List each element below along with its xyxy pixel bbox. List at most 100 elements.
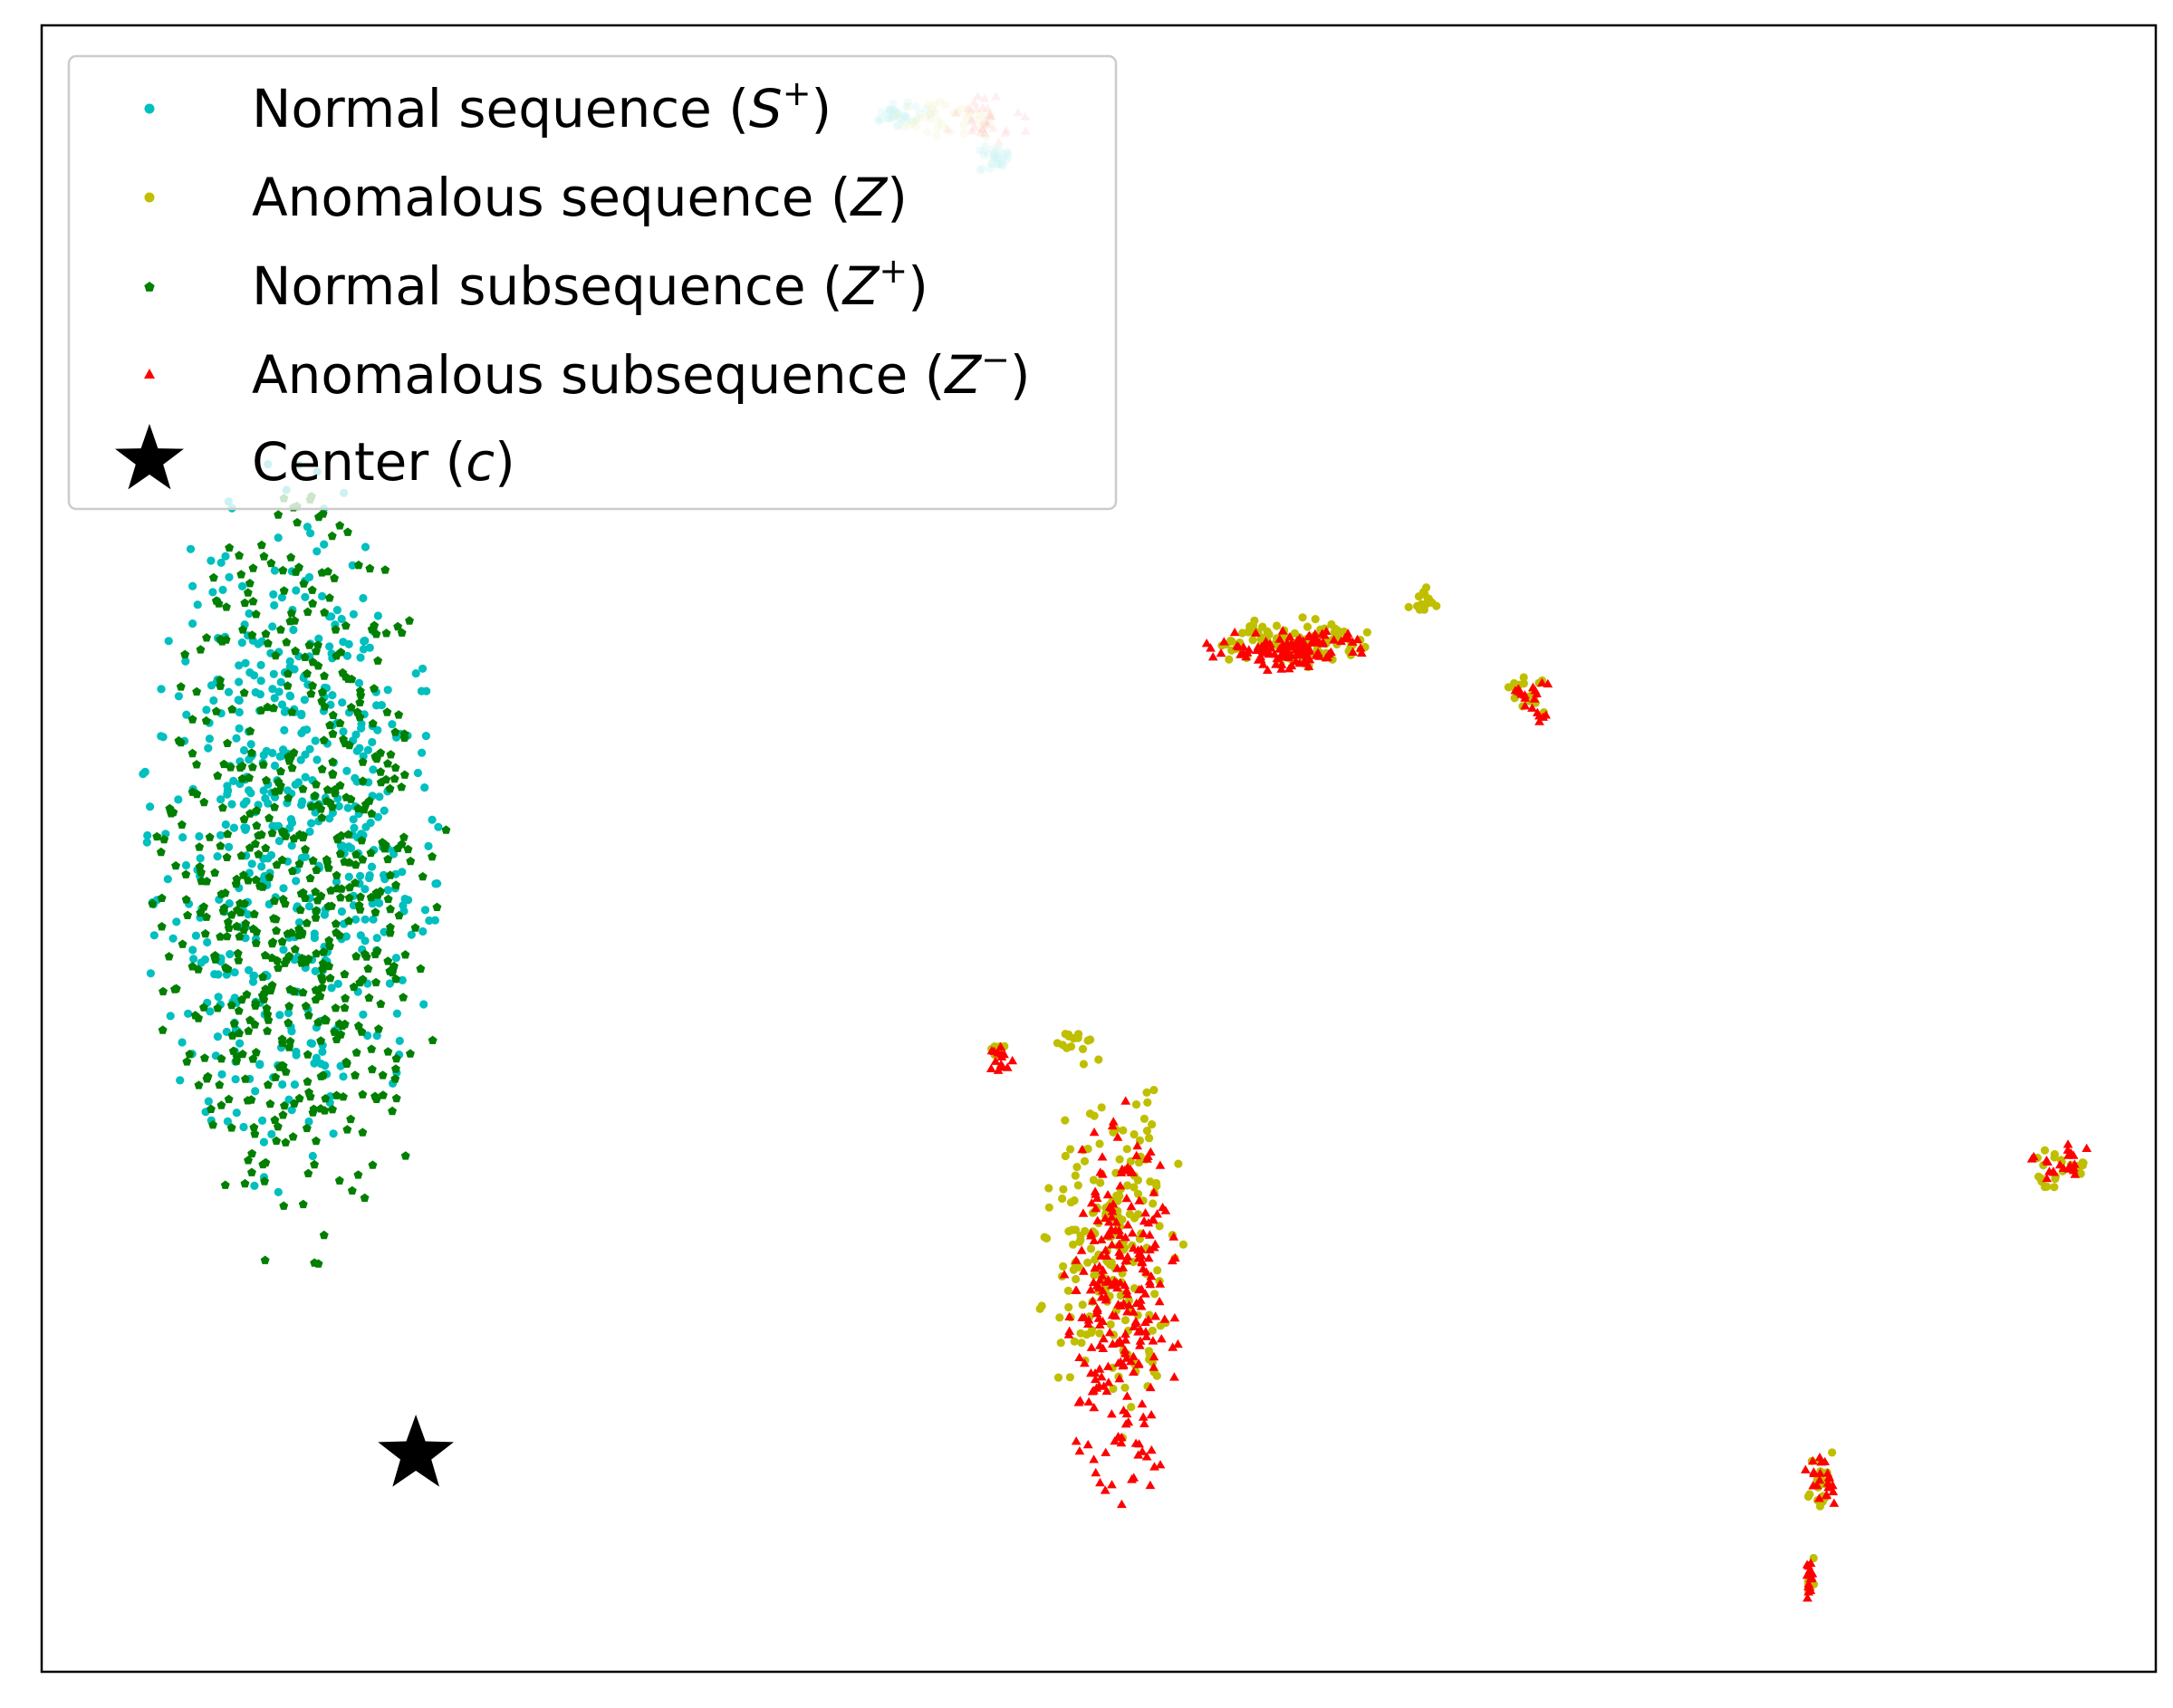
point-anomalous-sequence bbox=[1134, 1158, 1144, 1167]
point-normal-sequence bbox=[318, 591, 327, 601]
point-normal-subsequence bbox=[202, 877, 212, 886]
point-anomalous-subsequence bbox=[1155, 1279, 1166, 1288]
point-normal-sequence bbox=[172, 917, 181, 926]
point-anomalous-subsequence bbox=[1121, 1255, 1132, 1264]
point-anomalous-sequence bbox=[1072, 1274, 1081, 1284]
point-normal-sequence bbox=[400, 894, 409, 904]
point-anomalous-sequence bbox=[2050, 1183, 2059, 1192]
point-anomalous-sequence bbox=[1078, 1044, 1088, 1053]
point-normal-subsequence bbox=[383, 956, 393, 965]
point-normal-subsequence bbox=[347, 674, 357, 684]
legend-label-prefix: Normal subsequence ( bbox=[252, 255, 843, 317]
legend-label-prefix: Anomalous sequence ( bbox=[252, 167, 851, 228]
legend-label-prefix: Center ( bbox=[252, 431, 466, 493]
point-anomalous-subsequence bbox=[1091, 1374, 1101, 1384]
point-normal-subsequence bbox=[190, 1011, 200, 1020]
point-anomalous-subsequence bbox=[1148, 1336, 1159, 1345]
point-normal-subsequence bbox=[295, 905, 305, 915]
point-normal-sequence bbox=[264, 854, 273, 863]
point-normal-subsequence bbox=[176, 682, 186, 691]
point-anomalous-subsequence bbox=[1099, 1381, 1109, 1390]
point-anomalous-subsequence bbox=[1527, 703, 1537, 712]
point-anomalous-subsequence bbox=[1145, 1382, 1156, 1392]
point-normal-subsequence bbox=[235, 1028, 244, 1038]
point-anomalous-sequence bbox=[1083, 1036, 1092, 1045]
point-normal-subsequence bbox=[432, 902, 442, 911]
point-normal-sequence bbox=[239, 745, 249, 755]
point-normal-subsequence bbox=[341, 993, 351, 1003]
point-normal-subsequence bbox=[356, 892, 365, 901]
legend-label-suffix: ) bbox=[495, 431, 515, 493]
point-anomalous-subsequence bbox=[1814, 1493, 1824, 1502]
point-anomalous-subsequence bbox=[1530, 686, 1541, 695]
point-anomalous-subsequence bbox=[1321, 626, 1332, 635]
point-normal-subsequence bbox=[351, 859, 361, 869]
point-normal-sequence bbox=[278, 1079, 287, 1089]
point-anomalous-subsequence bbox=[1128, 1243, 1139, 1252]
point-normal-subsequence bbox=[236, 570, 246, 579]
point-anomalous-subsequence bbox=[1100, 1213, 1111, 1223]
point-anomalous-subsequence bbox=[1269, 649, 1280, 658]
point-normal-subsequence bbox=[225, 542, 235, 552]
point-anomalous-sequence bbox=[1053, 1373, 1063, 1382]
point-anomalous-sequence bbox=[1225, 655, 1234, 664]
point-anomalous-sequence bbox=[2040, 1146, 2050, 1155]
point-anomalous-subsequence bbox=[1079, 1266, 1089, 1275]
point-normal-subsequence bbox=[200, 929, 210, 938]
point-anomalous-subsequence bbox=[1300, 655, 1311, 664]
point-normal-subsequence bbox=[317, 764, 327, 773]
point-normal-subsequence bbox=[148, 898, 158, 908]
point-anomalous-subsequence bbox=[1119, 1406, 1129, 1415]
point-anomalous-subsequence bbox=[1310, 629, 1321, 638]
point-normal-sequence bbox=[239, 1122, 248, 1132]
point-normal-subsequence bbox=[264, 872, 274, 881]
point-anomalous-subsequence bbox=[1801, 1464, 1811, 1473]
point-normal-subsequence bbox=[322, 1015, 331, 1025]
point-normal-sequence bbox=[332, 878, 341, 887]
point-anomalous-sequence bbox=[1106, 1260, 1115, 1270]
point-anomalous-subsequence bbox=[1828, 1486, 1839, 1496]
point-normal-subsequence bbox=[303, 1077, 312, 1086]
point-normal-sequence bbox=[363, 745, 372, 754]
point-normal-sequence bbox=[287, 1027, 296, 1036]
point-normal-subsequence bbox=[282, 638, 292, 647]
point-anomalous-subsequence bbox=[1277, 639, 1288, 648]
point-normal-subsequence bbox=[247, 763, 257, 772]
point-normal-subsequence bbox=[305, 1091, 315, 1101]
point-normal-subsequence bbox=[346, 703, 356, 712]
point-normal-subsequence bbox=[284, 793, 293, 802]
point-normal-subsequence bbox=[222, 931, 232, 941]
point-normal-sequence bbox=[329, 1129, 338, 1138]
point-normal-subsequence bbox=[220, 1180, 230, 1189]
point-anomalous-subsequence bbox=[995, 1041, 1006, 1051]
point-normal-subsequence bbox=[303, 1011, 313, 1020]
point-normal-sequence bbox=[365, 643, 374, 652]
point-normal-subsequence bbox=[326, 886, 336, 895]
point-anomalous-subsequence bbox=[1291, 649, 1302, 659]
point-normal-sequence bbox=[321, 1061, 330, 1070]
point-normal-sequence bbox=[369, 765, 378, 774]
point-anomalous-sequence bbox=[1519, 673, 1528, 682]
point-normal-subsequence bbox=[312, 906, 321, 915]
point-normal-subsequence bbox=[358, 757, 368, 766]
point-anomalous-subsequence bbox=[1150, 1311, 1160, 1320]
point-normal-sequence bbox=[368, 737, 377, 747]
point-normal-subsequence bbox=[389, 961, 399, 971]
point-normal-subsequence bbox=[177, 820, 187, 829]
legend-label-anomalous-subsequence: Anomalous subsequence (Z−) bbox=[252, 340, 1031, 406]
point-anomalous-subsequence bbox=[1098, 1265, 1108, 1274]
point-normal-subsequence bbox=[312, 780, 321, 789]
point-normal-subsequence bbox=[328, 757, 338, 766]
point-normal-subsequence bbox=[239, 688, 249, 697]
point-anomalous-subsequence bbox=[1133, 1450, 1144, 1459]
point-normal-subsequence bbox=[344, 916, 353, 926]
point-normal-subsequence bbox=[262, 1003, 272, 1012]
point-normal-sequence bbox=[251, 1087, 260, 1096]
point-normal-sequence bbox=[204, 744, 213, 753]
point-normal-subsequence bbox=[285, 617, 295, 626]
legend-marker-anomalous-subsequence bbox=[144, 369, 155, 379]
point-anomalous-subsequence bbox=[1251, 628, 1261, 637]
point-normal-sequence bbox=[367, 862, 377, 871]
point-anomalous-sequence bbox=[1143, 1098, 1152, 1107]
point-anomalous-subsequence bbox=[1121, 1353, 1132, 1362]
